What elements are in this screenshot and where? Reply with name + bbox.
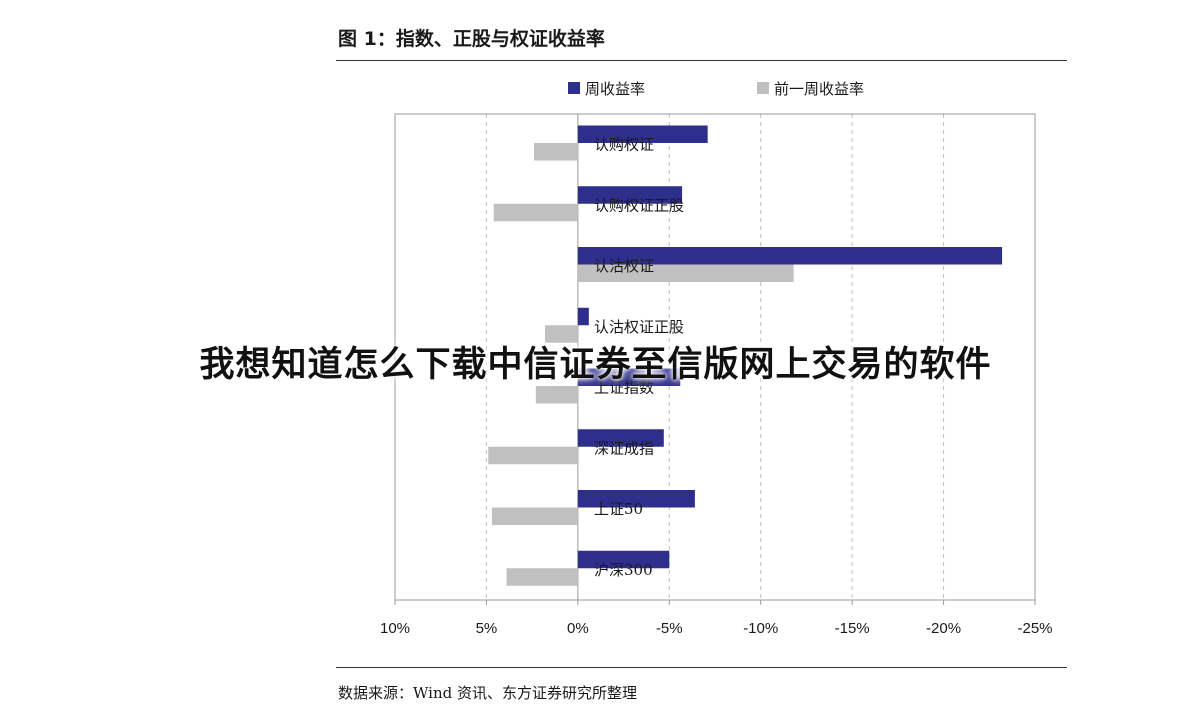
x-tick-label: -15% <box>835 620 870 637</box>
x-tick-label: 10% <box>380 620 410 637</box>
category-label: 认购权证 <box>594 136 654 154</box>
bar-prior-week-return <box>533 143 578 161</box>
bar-prior-week-return <box>577 264 794 282</box>
legend-swatch <box>568 82 580 94</box>
legend-label: 前一周收益率 <box>774 80 864 98</box>
bar-prior-week-return <box>493 203 578 222</box>
bar-weekly-return <box>577 490 695 508</box>
category-label: 沪深300 <box>594 561 653 579</box>
overlay-title: 我想知道怎么下载中信证券至信版网上交易的软件 <box>199 345 992 385</box>
bottom-rule <box>336 667 1067 668</box>
x-tick-label: -5% <box>656 620 683 637</box>
bar-prior-week-return <box>544 325 578 343</box>
figure-source: 数据来源：Wind 资讯、东方证券研究所整理 <box>338 684 637 702</box>
bars <box>488 125 1003 586</box>
bar-weekly-return <box>577 125 708 143</box>
x-tick-label: -10% <box>743 620 778 637</box>
category-label: 认购权证正股 <box>594 196 684 214</box>
plot-frame <box>394 113 1036 601</box>
bar-prior-week-return <box>535 386 578 404</box>
category-label: 深证成指 <box>594 439 654 457</box>
x-tick-label: -20% <box>926 620 961 637</box>
bar-prior-week-return <box>488 446 578 465</box>
category-label: 认沽权证正股 <box>594 318 684 336</box>
category-label: 认沽权证 <box>594 257 654 275</box>
bar-weekly-return <box>577 186 683 204</box>
bar-weekly-return <box>577 429 664 447</box>
bar-weekly-return <box>577 550 670 569</box>
legend-label: 周收益率 <box>585 80 645 98</box>
x-tick-label: 5% <box>476 620 498 637</box>
legend: 周收益率 前一周收益率 <box>568 80 864 98</box>
bar-prior-week-return <box>506 568 578 586</box>
bar-weekly-return <box>577 368 681 386</box>
bar-prior-week-return <box>491 507 578 525</box>
bar-weekly-return <box>577 247 1003 265</box>
category-label: 上证指数 <box>594 379 654 397</box>
top-rule <box>336 60 1067 61</box>
legend-swatch <box>757 82 769 94</box>
x-axis-ticks: 10% 5% 0% -5% -10% -15% -20% -25% <box>380 600 1053 637</box>
figure-title: 图 1：指数、正股与权证收益率 <box>338 28 605 50</box>
bar-weekly-return <box>577 307 589 326</box>
x-tick-label: -25% <box>1017 620 1052 637</box>
x-tick-label: 0% <box>567 620 589 637</box>
category-label: 上证50 <box>594 500 643 518</box>
